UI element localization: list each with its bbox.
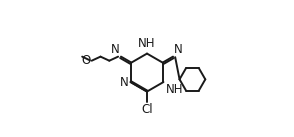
Text: O: O — [81, 54, 91, 67]
Text: Cl: Cl — [141, 103, 153, 116]
Text: NH: NH — [138, 37, 156, 50]
Text: NH: NH — [166, 83, 183, 96]
Text: N: N — [111, 43, 120, 56]
Text: N: N — [174, 43, 183, 56]
Text: N: N — [120, 76, 129, 89]
